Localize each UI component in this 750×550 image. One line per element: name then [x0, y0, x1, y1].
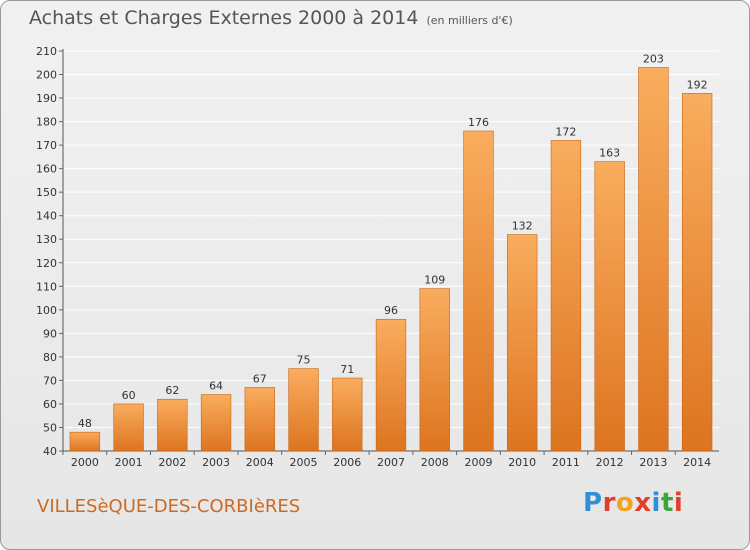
logo-letter: i	[673, 488, 684, 518]
y-tick-label: 160	[36, 163, 57, 176]
data-label: 48	[78, 417, 92, 430]
y-tick-label: 180	[36, 116, 57, 129]
logo-letter: P	[583, 488, 603, 518]
y-tick-label: 70	[43, 374, 57, 387]
bar-2004	[244, 387, 275, 452]
x-tick-label: 2000	[71, 456, 99, 469]
logo-letter: x	[634, 488, 652, 518]
y-tick-label: 50	[43, 421, 57, 434]
x-tick-label: 2012	[596, 456, 624, 469]
x-tick-label: 2008	[421, 456, 449, 469]
data-label: 60	[122, 389, 136, 402]
bars	[69, 67, 713, 452]
y-tick-label: 110	[36, 280, 57, 293]
data-label: 172	[555, 125, 576, 138]
bar-2001	[113, 403, 144, 452]
bar-2011	[550, 140, 582, 452]
y-tick-label: 140	[36, 210, 57, 223]
x-tick-label: 2005	[290, 456, 318, 469]
chart-subtitle: (en milliers d'€)	[426, 14, 513, 27]
bar-2005	[288, 368, 319, 452]
data-label: 163	[599, 147, 620, 160]
data-label: 67	[253, 372, 267, 385]
y-tick-label: 100	[36, 304, 57, 317]
logo-letter: t	[660, 488, 674, 518]
data-label: 203	[643, 52, 664, 65]
data-label: 176	[468, 116, 489, 129]
bar-2012	[594, 161, 625, 452]
bar-2003	[200, 394, 232, 452]
bar-2000	[69, 431, 101, 452]
logo-letter: i	[651, 488, 661, 518]
bar-2013	[638, 67, 669, 452]
logo-letter: o	[615, 488, 635, 518]
x-tick-label: 2013	[639, 456, 667, 469]
commune-name: VILLESèQUE-DES-CORBIèRES	[37, 496, 301, 517]
data-label: 132	[512, 220, 533, 233]
x-tick-label: 2010	[508, 456, 536, 469]
data-label: 96	[384, 304, 398, 317]
y-tick-label: 80	[43, 351, 57, 364]
bar-2006	[332, 377, 363, 452]
data-label: 62	[165, 384, 179, 397]
logo-letter: r	[602, 488, 616, 518]
bar-2014	[681, 93, 713, 452]
data-label: 71	[340, 363, 354, 376]
data-label: 75	[297, 354, 311, 367]
x-tick-label: 2014	[683, 456, 711, 469]
x-tick-label: 2011	[552, 456, 580, 469]
axes: 40 50 60 70 80 90 100 110 120 130 140 150 160 170 180 1…	[36, 45, 719, 469]
x-tick-label: 2001	[115, 456, 143, 469]
y-tick-label: 40	[43, 445, 57, 458]
data-label: 109	[424, 274, 445, 287]
y-tick-label: 170	[36, 139, 57, 152]
bar-2009	[463, 130, 494, 452]
x-tick-label: 2003	[202, 456, 230, 469]
x-tick-label: 2006	[333, 456, 361, 469]
bar-2010	[507, 234, 538, 452]
bar-2007	[375, 318, 407, 452]
y-tick-label: 200	[36, 69, 57, 82]
chart-title: Achats et Charges Externes 2000 à 2014 (e…	[29, 7, 513, 29]
y-tick-label: 150	[36, 186, 57, 199]
y-tick-label: 190	[36, 92, 57, 105]
y-tick-label: 90	[43, 327, 57, 340]
y-tick-label: 130	[36, 233, 57, 246]
data-labels: 48 60 62 64 67 75 71 96 109 176 132 172 163 203 192	[78, 52, 708, 430]
x-tick-label: 2007	[377, 456, 405, 469]
y-tick-label: 120	[36, 257, 57, 270]
proxiti-logo: Proxiti	[583, 488, 683, 518]
bar-2008	[419, 288, 450, 452]
x-tick-label: 2004	[246, 456, 274, 469]
x-tick-label: 2002	[158, 456, 186, 469]
y-tick-label: 60	[43, 398, 57, 411]
x-tick-label: 2009	[464, 456, 492, 469]
y-tick-label: 210	[36, 45, 57, 58]
bar-2002	[157, 398, 188, 452]
data-label: 64	[209, 380, 223, 393]
data-label: 192	[687, 78, 708, 91]
